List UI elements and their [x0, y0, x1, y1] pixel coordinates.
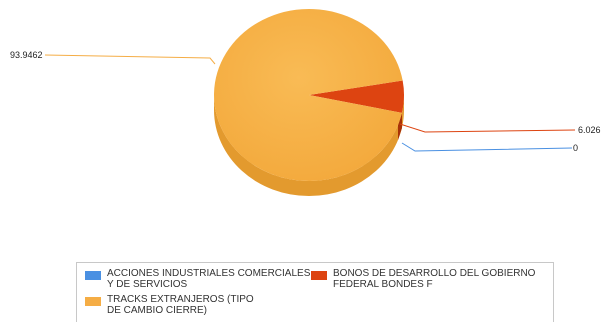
legend-label-tracks: TRACKS EXTRANJEROS (TIPO DE CAMBIO CIERR… — [107, 294, 254, 316]
legend-item-acciones[interactable]: ACCIONES INDUSTRIALES COMERCIALES Y DE S… — [85, 268, 310, 290]
legend-swatch-acciones — [85, 271, 101, 280]
value-label-2: 93.9462 — [10, 50, 43, 60]
legend-swatch-bonos — [311, 271, 327, 280]
legend-label-bonos: BONOS DE DESARROLLO DEL GOBIERNO FEDERAL… — [333, 268, 536, 290]
value-labels: 06.026 93.9462 — [10, 50, 601, 153]
legend-swatch-tracks — [85, 297, 101, 306]
pie-slices — [214, 8, 405, 181]
pie-slice-1[interactable] — [309, 80, 405, 113]
legend-item-bonos[interactable]: BONOS DE DESARROLLO DEL GOBIERNO FEDERAL… — [311, 268, 535, 290]
pie-slice-2[interactable] — [214, 8, 403, 181]
value-label-1: 6.026 — [578, 125, 601, 135]
pie-depth-red — [398, 113, 402, 140]
leader-line-2 — [44, 54, 216, 65]
legend-item-tracks[interactable]: TRACKS EXTRANJEROS (TIPO DE CAMBIO CIERR… — [85, 294, 254, 316]
leader-line-0 — [401, 142, 573, 152]
leader-line-1 — [399, 123, 576, 133]
pie-depth — [214, 95, 404, 196]
legend: ACCIONES INDUSTRIALES COMERCIALES Y DE S… — [76, 262, 554, 322]
value-label-0: 0 — [573, 143, 578, 153]
legend-label-acciones: ACCIONES INDUSTRIALES COMERCIALES Y DE S… — [107, 268, 311, 290]
leader-lines — [44, 54, 576, 152]
